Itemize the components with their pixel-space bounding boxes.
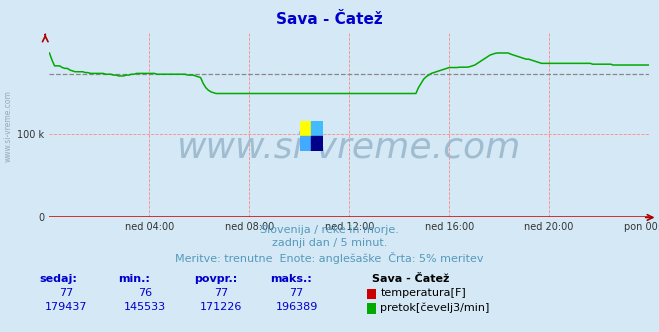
Text: 77: 77 [59, 288, 73, 298]
Text: 145533: 145533 [124, 302, 166, 312]
Text: temperatura[F]: temperatura[F] [380, 288, 466, 298]
Text: www.si-vreme.com: www.si-vreme.com [177, 130, 521, 164]
Text: Sava - Čatež: Sava - Čatež [276, 12, 383, 27]
Text: min.:: min.: [119, 274, 150, 284]
Text: povpr.:: povpr.: [194, 274, 238, 284]
Text: 76: 76 [138, 288, 152, 298]
Bar [300, 121, 312, 136]
Bar [300, 136, 312, 151]
Text: Sava - Čatež: Sava - Čatež [372, 274, 449, 284]
Text: zadnji dan / 5 minut.: zadnji dan / 5 minut. [272, 238, 387, 248]
Text: pretok[čevelj3/min]: pretok[čevelj3/min] [380, 302, 490, 313]
Text: www.si-vreme.com: www.si-vreme.com [3, 90, 13, 162]
Text: 179437: 179437 [45, 302, 87, 312]
Text: 77: 77 [289, 288, 304, 298]
Text: 196389: 196389 [275, 302, 318, 312]
Text: sedaj:: sedaj: [40, 274, 77, 284]
Bar [312, 121, 323, 136]
Bar [312, 136, 323, 151]
Text: Meritve: trenutne  Enote: anglešaške  Črta: 5% meritev: Meritve: trenutne Enote: anglešaške Črta… [175, 252, 484, 264]
Text: 171226: 171226 [200, 302, 242, 312]
Text: Slovenija / reke in morje.: Slovenija / reke in morje. [260, 225, 399, 235]
Text: maks.:: maks.: [270, 274, 312, 284]
Text: 77: 77 [214, 288, 228, 298]
